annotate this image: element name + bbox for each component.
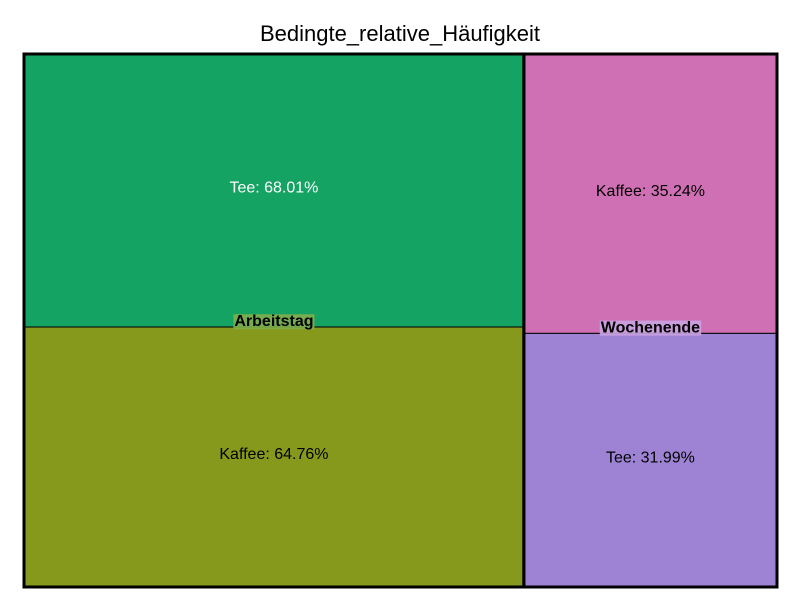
treemap-cell [523,53,778,334]
treemap-cell-label: Tee: 68.01% [229,180,318,197]
chart-title: Bedingte_relative_Häufigkeit [259,21,541,46]
treemap-cell [523,332,778,588]
treemap-group-border [522,52,779,589]
treemap-cell-label: Tee: 31.99% [606,449,695,466]
treemap-cell-label: Kaffee: 64.76% [219,446,328,463]
treemap-group-label-bg [599,320,702,336]
treemap-group-label-bg [233,314,315,330]
treemap-group-label: Arbeitstag [234,313,313,330]
treemap-cell-label: Kaffee: 35.24% [596,183,705,200]
treemap-cell [23,53,525,328]
treemap-group-label: Wochenende [601,320,700,337]
